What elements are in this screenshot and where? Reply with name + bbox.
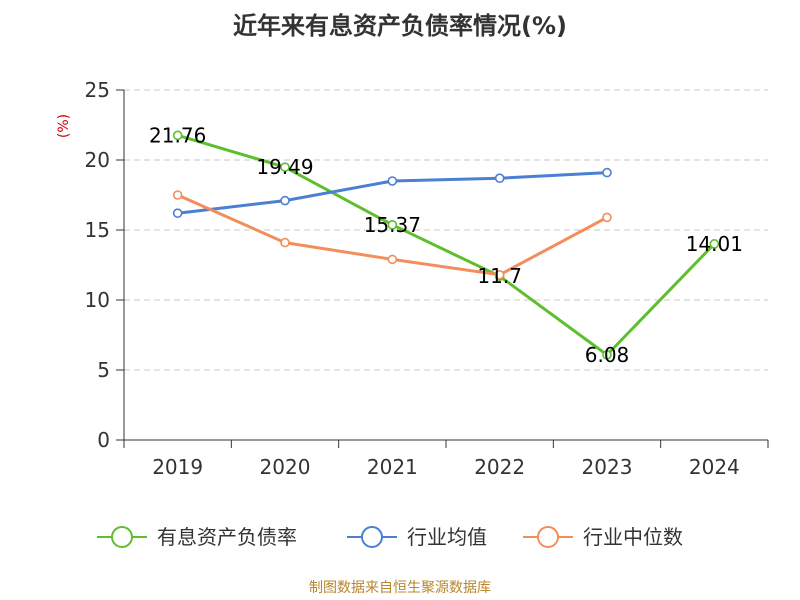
data-point — [602, 212, 612, 223]
legend-marker-1 — [361, 526, 383, 548]
data-point — [280, 195, 290, 206]
data-point — [602, 350, 612, 360]
y-axis-label: (%) — [56, 114, 72, 138]
x-tick-label: 2022 — [474, 455, 525, 479]
x-tick-label: 2024 — [689, 455, 740, 479]
data-point — [602, 167, 612, 178]
y-tick-label: 0 — [97, 428, 110, 452]
legend-marker-2 — [537, 526, 559, 548]
x-tick-label: 2021 — [367, 455, 418, 479]
y-tick-label: 25 — [85, 78, 110, 102]
data-label-layer: 21.76 19.49 15.37 11.7 6.08 14.01 — [149, 123, 743, 367]
data-point — [172, 190, 183, 200]
axis-layer: 0 5 10 15 20 25 2019 2020 2021 2022 2023 2024 — [85, 78, 769, 479]
legend-label-0: 有息资产负债率 — [157, 525, 297, 549]
chart-title: 近年来有息资产负债率情况(%) — [233, 12, 567, 40]
x-tick-label: 2020 — [260, 455, 311, 479]
data-label: 6.08 — [585, 343, 630, 367]
data-point — [172, 130, 183, 141]
source-note: 制图数据来自恒生聚源数据库 — [309, 580, 491, 596]
legend-marker-0 — [111, 526, 133, 548]
data-point — [172, 208, 183, 218]
data-point — [280, 237, 290, 248]
grid-layer — [124, 89, 768, 371]
data-label: 14.01 — [686, 232, 743, 256]
legend: 有息资产负债率 行业均值 行业中位数 — [97, 525, 683, 549]
data-point — [387, 220, 398, 230]
y-tick-label: 10 — [85, 288, 110, 312]
series-layer — [172, 130, 720, 360]
legend-label-2: 行业中位数 — [583, 525, 683, 549]
data-label: 15.37 — [364, 213, 421, 237]
y-tick-label: 20 — [85, 148, 110, 172]
data-point — [494, 269, 505, 280]
series-line-0 — [176, 133, 716, 357]
data-label: 11.7 — [477, 264, 522, 288]
y-tick-label: 15 — [85, 218, 110, 242]
data-point — [494, 173, 505, 183]
x-tick-label: 2023 — [582, 455, 633, 479]
data-point — [280, 162, 290, 172]
legend-label-1: 行业均值 — [407, 525, 487, 549]
x-tick-label: 2019 — [152, 455, 203, 479]
data-point — [387, 176, 398, 186]
data-point — [709, 239, 720, 249]
y-tick-label: 5 — [97, 358, 110, 382]
data-label: 21.76 — [149, 123, 206, 147]
data-point — [387, 254, 398, 265]
data-label: 19.49 — [256, 155, 313, 179]
